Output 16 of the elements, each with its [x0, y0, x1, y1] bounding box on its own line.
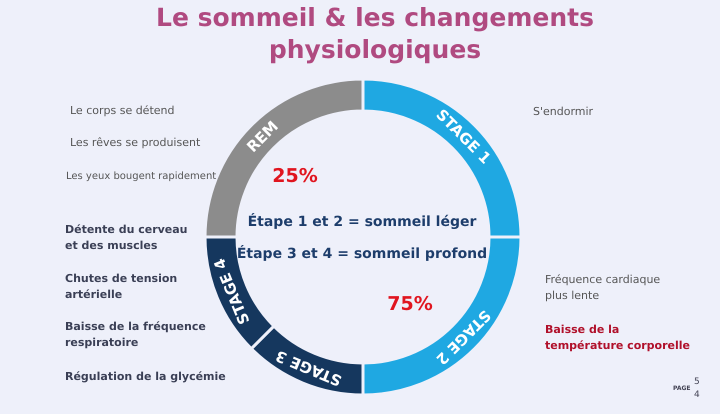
text: Détente du cerveau et des muscles	[65, 223, 188, 252]
text: Les yeux bougent rapidement	[66, 171, 216, 182]
text: Baisse de la température corporelle	[545, 323, 690, 352]
text: Le corps se détend	[70, 104, 174, 117]
text: 5 4	[694, 377, 700, 400]
text: 25%	[272, 165, 318, 187]
text: Étape 3 et 4 = sommeil profond	[236, 245, 488, 262]
text: Les rêves se produisent	[70, 136, 201, 149]
chart-title: Le sommeil & les changements physiologiques	[156, 3, 594, 64]
text: Fréquence cardiaque plus lente	[545, 273, 660, 302]
text: Étape 1 et 2 = sommeil léger	[248, 213, 476, 230]
text: S'endormir	[533, 105, 594, 118]
text: 75%	[387, 293, 433, 315]
text: Régulation de la glycémie	[65, 370, 226, 383]
text: Chutes de tension artérielle	[65, 272, 178, 301]
text: Baisse de la fréquence respiratoire	[65, 320, 206, 349]
